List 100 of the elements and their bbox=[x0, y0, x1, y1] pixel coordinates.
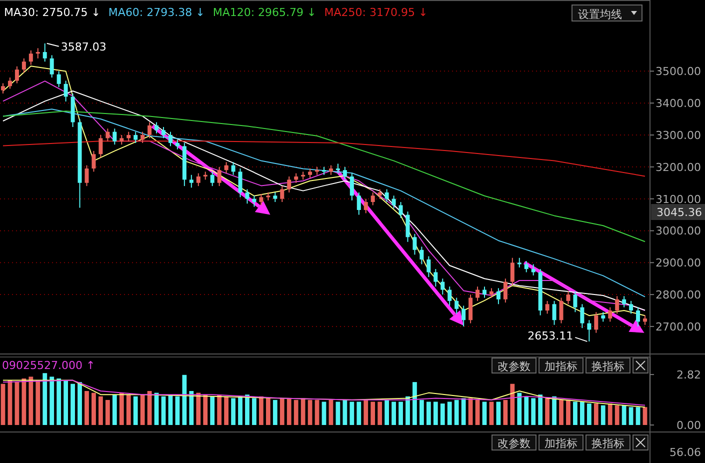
bar bbox=[203, 394, 208, 425]
button: 改参数 bbox=[492, 358, 536, 374]
bar bbox=[119, 392, 124, 425]
bar bbox=[384, 400, 390, 425]
bar bbox=[0, 384, 6, 425]
bar bbox=[28, 376, 34, 425]
bar bbox=[419, 400, 424, 425]
bar bbox=[105, 400, 110, 425]
bar bbox=[566, 400, 570, 425]
bar bbox=[272, 400, 278, 425]
bar bbox=[217, 394, 222, 425]
bar bbox=[524, 396, 529, 425]
y-tick-label: 3400.00 bbox=[656, 97, 701, 110]
button: 设置均线 bbox=[572, 4, 642, 22]
y-tick-label: 3000.00 bbox=[656, 224, 701, 238]
bar bbox=[482, 402, 487, 425]
bar bbox=[552, 396, 556, 425]
bar bbox=[300, 398, 306, 425]
bar bbox=[636, 407, 640, 425]
bar bbox=[70, 384, 75, 425]
bar bbox=[252, 398, 256, 425]
button: 加指标 bbox=[538, 358, 584, 374]
bar bbox=[36, 380, 40, 425]
text: MA120: 2965.79 ↓ bbox=[212, 6, 316, 19]
bar bbox=[433, 402, 438, 425]
y-tick-label: 2700.00 bbox=[656, 320, 701, 334]
bar bbox=[614, 405, 620, 425]
bar bbox=[406, 396, 410, 425]
bar bbox=[64, 380, 68, 425]
bar bbox=[608, 404, 612, 425]
bar bbox=[600, 405, 606, 425]
bar bbox=[42, 373, 48, 425]
bar bbox=[510, 384, 515, 425]
text: 56.06 bbox=[670, 446, 701, 459]
annotation: 09025527.000 ↑ bbox=[2, 359, 96, 372]
bar bbox=[412, 382, 417, 425]
bar bbox=[328, 400, 334, 425]
bar bbox=[50, 376, 54, 425]
bar bbox=[92, 392, 96, 425]
bar bbox=[182, 374, 187, 425]
y-tick-label: 0.00 bbox=[676, 419, 701, 432]
annotation: 3587.03 bbox=[60, 40, 106, 54]
bar bbox=[210, 396, 215, 425]
bar bbox=[314, 400, 320, 425]
bar bbox=[112, 394, 117, 425]
bar bbox=[573, 402, 578, 425]
bar bbox=[475, 400, 480, 425]
annotation: 2653.11 bbox=[528, 329, 574, 342]
bar bbox=[14, 382, 20, 425]
y-tick-label: 3100.00 bbox=[656, 192, 701, 206]
bar bbox=[594, 404, 598, 425]
y-tick-label: 2900.00 bbox=[656, 256, 701, 270]
button: 换指标 bbox=[586, 358, 630, 374]
bar bbox=[294, 400, 298, 425]
bar bbox=[196, 392, 201, 425]
text: 3045.36 bbox=[656, 206, 702, 219]
bar bbox=[531, 398, 536, 425]
bar bbox=[378, 402, 382, 425]
bar bbox=[78, 382, 82, 425]
annotation: 设置均线 bbox=[578, 8, 622, 21]
bar bbox=[545, 398, 550, 425]
bar bbox=[126, 394, 131, 425]
y-tick-label: 3300.00 bbox=[656, 128, 701, 142]
y-tick-label: 2800.00 bbox=[656, 288, 701, 302]
text: MA60: 2793.38 ↓ bbox=[108, 6, 205, 19]
annotation: 加指标 bbox=[544, 360, 578, 373]
bar bbox=[161, 396, 166, 425]
y-tick-label: 2.82 bbox=[676, 368, 701, 382]
bar bbox=[140, 394, 145, 425]
annotation: 改参数 bbox=[498, 360, 530, 373]
bar bbox=[622, 405, 626, 425]
button: 换指标 bbox=[586, 434, 630, 450]
bar bbox=[628, 407, 634, 425]
bar bbox=[224, 396, 229, 425]
bar bbox=[245, 394, 250, 425]
bar bbox=[308, 400, 312, 425]
bar bbox=[440, 404, 445, 425]
bar bbox=[98, 396, 103, 425]
bar bbox=[342, 400, 348, 425]
text: MA30: 2750.75 ↓ bbox=[4, 6, 100, 19]
bar bbox=[586, 404, 592, 425]
bar bbox=[517, 392, 522, 425]
bar bbox=[398, 402, 403, 425]
bar bbox=[322, 402, 326, 425]
bar bbox=[364, 400, 368, 425]
bar bbox=[503, 400, 508, 425]
bar bbox=[258, 396, 264, 425]
bar bbox=[559, 400, 564, 425]
bar bbox=[454, 400, 459, 425]
bar bbox=[84, 391, 89, 425]
bar bbox=[489, 402, 494, 425]
bar bbox=[580, 402, 584, 425]
bar bbox=[642, 407, 648, 425]
bar bbox=[266, 398, 270, 425]
bar bbox=[280, 398, 284, 425]
bar bbox=[286, 398, 292, 425]
bar bbox=[189, 391, 194, 425]
bar bbox=[461, 398, 466, 425]
annotation: 换指标 bbox=[592, 360, 624, 373]
line-series bbox=[2, 110, 646, 242]
